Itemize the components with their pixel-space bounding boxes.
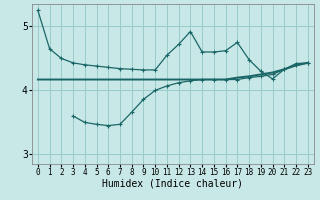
X-axis label: Humidex (Indice chaleur): Humidex (Indice chaleur) xyxy=(102,179,243,189)
